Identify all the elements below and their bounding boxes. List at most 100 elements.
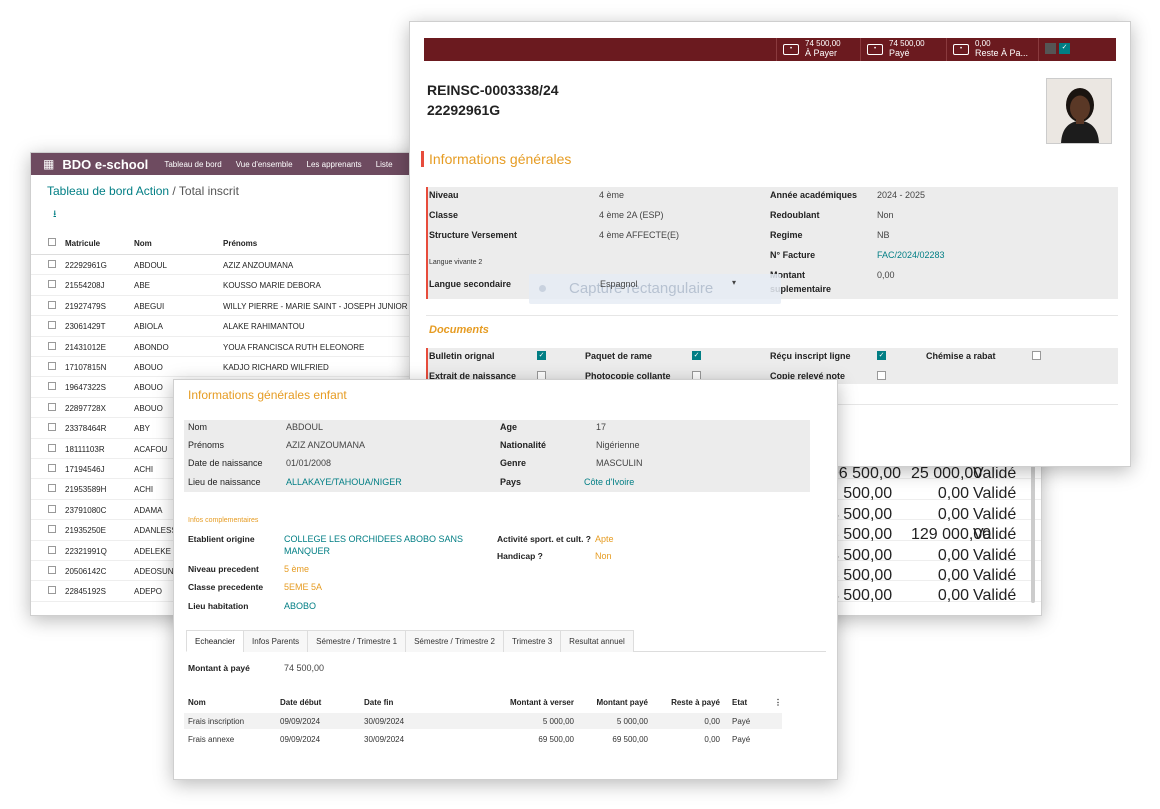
row-matricule: 17107815N xyxy=(65,363,107,372)
row-checkbox[interactable] xyxy=(48,566,56,576)
col-montant-paye[interactable]: Montant payé xyxy=(596,698,648,707)
classe-label: Classe xyxy=(429,210,459,220)
col-etat[interactable]: Etat xyxy=(732,698,748,707)
structure-versement-value[interactable]: 4 ème AFFECTE(E) xyxy=(599,230,680,240)
header-matricule[interactable]: Matricule xyxy=(65,239,101,248)
child-prenoms-value[interactable]: AZIZ ANZOUMANA xyxy=(286,440,366,450)
fee-verser: 5 000,00 xyxy=(542,717,574,726)
row-amount: 55 500,00 xyxy=(821,526,893,544)
column-options-icon[interactable]: ⋮ xyxy=(774,698,782,707)
row-checkbox[interactable] xyxy=(48,382,56,392)
col-reste[interactable]: Reste à payé xyxy=(671,698,720,707)
download-icon[interactable]: ⭳ xyxy=(53,209,57,220)
facture-link[interactable]: FAC/2024/02283 xyxy=(877,250,945,260)
stat-paye[interactable]: • 74 500,00 Payé xyxy=(860,38,946,61)
row-nom: ADEOSUN xyxy=(134,567,174,576)
menu-apprenants[interactable]: Les apprenants xyxy=(306,159,362,169)
doc-bulletin-checkbox[interactable]: ✓ xyxy=(537,351,546,360)
row-balance: 0,00 xyxy=(937,587,969,605)
doc-recu-checkbox[interactable]: ✓ xyxy=(877,351,886,360)
child-lieu-link[interactable]: ALLAKAYE/TAHOUA/NIGER xyxy=(286,477,402,487)
row-checkbox[interactable] xyxy=(48,321,56,331)
row-matricule: 22845192S xyxy=(65,587,106,597)
child-age-value[interactable]: 17 xyxy=(596,422,607,432)
menu-vue-ensemble[interactable]: Vue d'ensemble xyxy=(235,159,293,169)
tab-trimestre-2[interactable]: Sémestre / Trimestre 2 xyxy=(405,630,505,652)
student-photo[interactable] xyxy=(1046,78,1112,144)
tab-infos-parents[interactable]: Infos Parents xyxy=(243,630,309,652)
row-checkbox[interactable] xyxy=(48,402,56,413)
row-checkbox[interactable] xyxy=(48,525,56,535)
tab-trimestre-1[interactable]: Sémestre / Trimestre 1 xyxy=(307,630,407,652)
row-matricule: 19647322S xyxy=(65,383,106,393)
classe-value[interactable]: 4 ème 2A (ESP) xyxy=(599,210,664,220)
doc-rame-checkbox[interactable]: ✓ xyxy=(692,351,701,360)
row-checkbox[interactable] xyxy=(48,464,56,474)
child-nom-value[interactable]: ABDOUL xyxy=(286,422,324,432)
etab-link-1[interactable]: COLLEGE LES ORCHIDEES ABOBO SANS xyxy=(284,534,464,544)
activite-value[interactable]: Apte xyxy=(595,534,614,544)
breadcrumb-link[interactable]: Tableau de bord Action xyxy=(47,184,170,198)
row-checkbox[interactable] xyxy=(48,443,56,454)
row-checkbox[interactable] xyxy=(48,341,56,352)
check-icon[interactable]: ✓ xyxy=(1059,43,1070,54)
niveau-prec-value[interactable]: 5 ème xyxy=(284,564,310,574)
doc-chemise-checkbox[interactable] xyxy=(1032,351,1041,360)
col-montant-verser[interactable]: Montant à verser xyxy=(509,698,574,707)
tab-trimestre-3[interactable]: Trimestre 3 xyxy=(503,630,562,652)
col-nom[interactable]: Nom xyxy=(188,698,206,707)
langue-secondaire-label: Langue secondaire xyxy=(429,279,512,289)
tab-echeancier[interactable]: Echeancier xyxy=(186,630,245,652)
classe-prec-value[interactable]: 5EME 5A xyxy=(284,582,323,592)
stat-reste[interactable]: • 0,00 Reste À Pa... xyxy=(946,38,1038,61)
menu-liste[interactable]: Liste xyxy=(375,159,393,169)
lieu-hab-value[interactable]: ABOBO xyxy=(284,601,317,611)
child-age-label: Age xyxy=(500,422,518,432)
row-checkbox[interactable] xyxy=(48,586,56,596)
col-date-fin[interactable]: Date fin xyxy=(364,698,394,707)
list-scrollbar[interactable] xyxy=(1031,453,1035,603)
header-nom[interactable]: Nom xyxy=(134,239,152,248)
row-checkbox[interactable] xyxy=(48,504,56,515)
redoublant-value[interactable]: Non xyxy=(877,210,894,220)
row-checkbox[interactable] xyxy=(48,300,56,311)
child-dob-value[interactable]: 01/01/2008 xyxy=(286,458,332,468)
etab-link-2[interactable]: MANQUER xyxy=(284,546,331,556)
row-checkbox[interactable] xyxy=(48,362,56,372)
fee-verser: 69 500,00 xyxy=(538,735,574,744)
child-nationalite-value[interactable]: Nigérienne xyxy=(596,440,640,450)
handicap-value[interactable]: Non xyxy=(595,551,612,561)
header-prenoms[interactable]: Prénoms xyxy=(223,239,258,248)
doc-releve-checkbox[interactable] xyxy=(877,371,886,380)
fee-debut: 09/09/2024 xyxy=(280,717,321,726)
child-genre-value[interactable]: MASCULIN xyxy=(596,458,643,468)
langue-secondaire-select[interactable]: Espagnol xyxy=(600,279,638,289)
child-dob-label: Date de naissance xyxy=(188,458,263,468)
general-right-box xyxy=(756,187,1118,299)
stat-a-payer[interactable]: • 74 500,00 À Payer xyxy=(776,38,860,61)
apps-grid-icon[interactable]: ▦ xyxy=(43,157,55,171)
child-pays-link[interactable]: Côte d'Ivoire xyxy=(584,477,635,487)
row-nom: ABOUO xyxy=(134,383,163,393)
tab-resultat-annuel[interactable]: Resultat annuel xyxy=(560,630,634,652)
niveau-value[interactable]: 4 ème xyxy=(599,190,625,200)
regime-value[interactable]: NB xyxy=(877,230,890,240)
col-date-debut[interactable]: Date début xyxy=(280,698,322,707)
row-checkbox[interactable] xyxy=(48,260,56,270)
row-checkbox[interactable] xyxy=(48,423,56,433)
toggle-icon[interactable] xyxy=(1045,43,1056,54)
regime-label: Regime xyxy=(770,230,803,240)
chevron-down-icon[interactable]: ▾ xyxy=(732,278,737,287)
row-checkbox[interactable] xyxy=(48,280,56,290)
row-matricule: 22897728X xyxy=(65,403,106,413)
menu-tableau-de-bord[interactable]: Tableau de bord xyxy=(164,159,222,169)
select-all-checkbox[interactable] xyxy=(48,238,56,248)
fee-paye: 69 500,00 xyxy=(612,735,648,744)
row-matricule: 23791080C xyxy=(65,505,107,515)
row-checkbox[interactable] xyxy=(48,545,56,556)
annee-value[interactable]: 2024 - 2025 xyxy=(877,190,926,200)
montant-sup-value[interactable]: 0,00 xyxy=(877,270,895,280)
app-brand[interactable]: BDO e-school xyxy=(62,156,149,172)
row-checkbox[interactable] xyxy=(48,484,56,494)
montant-paye-value[interactable]: 74 500,00 xyxy=(284,663,325,673)
